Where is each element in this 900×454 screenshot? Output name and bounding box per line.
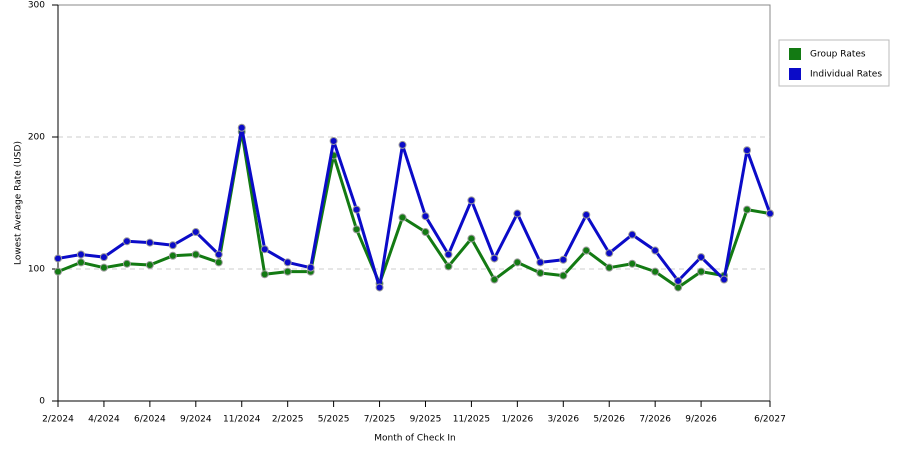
point xyxy=(444,262,453,271)
point xyxy=(306,263,315,272)
x-tick-label: 7/2025 xyxy=(364,415,396,425)
point xyxy=(513,209,522,218)
x-tick-label: 11/2024 xyxy=(223,415,261,425)
point xyxy=(628,259,637,268)
point xyxy=(651,267,660,276)
point xyxy=(122,237,131,246)
legend-label: Group Rates xyxy=(810,50,866,60)
point xyxy=(421,228,430,237)
point xyxy=(559,271,568,280)
point xyxy=(145,261,154,270)
y-axis-label: Lowest Average Rate (USD) xyxy=(14,141,24,265)
point xyxy=(605,249,614,258)
point xyxy=(99,263,108,272)
point xyxy=(398,140,407,149)
point xyxy=(467,196,476,205)
point xyxy=(329,136,338,145)
point xyxy=(398,213,407,222)
point xyxy=(651,246,660,255)
point xyxy=(582,246,591,255)
y-tick-label: 100 xyxy=(28,265,45,275)
point xyxy=(122,259,131,268)
point xyxy=(352,205,361,214)
point xyxy=(99,253,108,262)
plot-frame xyxy=(57,4,771,402)
y-tick-label: 200 xyxy=(28,133,45,143)
point xyxy=(260,245,269,254)
point xyxy=(375,283,384,292)
y-tick-label: 0 xyxy=(39,397,45,407)
point xyxy=(444,250,453,259)
legend-swatch xyxy=(789,68,801,80)
point xyxy=(283,258,292,267)
x-tick-label: 5/2026 xyxy=(593,415,625,425)
x-tick-label: 3/2026 xyxy=(547,415,579,425)
series-line xyxy=(57,126,772,289)
point xyxy=(559,255,568,264)
x-tick-label: 2/2024 xyxy=(42,415,74,425)
x-tick-label: 1/2026 xyxy=(502,415,534,425)
point xyxy=(605,263,614,272)
point xyxy=(766,209,774,218)
x-tick-label: 5/2025 xyxy=(318,415,350,425)
point xyxy=(54,254,62,263)
point xyxy=(214,250,223,259)
point xyxy=(536,268,545,277)
point xyxy=(674,276,683,285)
point xyxy=(743,146,752,155)
point xyxy=(490,275,499,284)
point xyxy=(513,258,522,267)
x-tick-label: 2/2025 xyxy=(272,415,304,425)
point xyxy=(352,225,361,234)
point xyxy=(191,228,200,237)
point xyxy=(536,258,545,267)
point xyxy=(283,267,292,276)
legend-label: Individual Rates xyxy=(810,70,882,80)
point xyxy=(214,258,223,267)
point xyxy=(54,267,62,276)
x-tick-label: 4/2024 xyxy=(88,415,120,425)
x-tick-label: 7/2026 xyxy=(639,415,671,425)
x-tick-label: 9/2026 xyxy=(685,415,717,425)
x-tick-label: 6/2027 xyxy=(754,415,786,425)
point xyxy=(168,241,177,250)
x-tick-label: 11/2025 xyxy=(453,415,490,425)
point xyxy=(674,283,683,292)
y-tick-label: 300 xyxy=(28,1,45,11)
x-axis-label: Month of Check In xyxy=(374,434,456,444)
series-line xyxy=(57,130,771,289)
point xyxy=(168,251,177,260)
point xyxy=(490,254,499,263)
point xyxy=(421,212,430,221)
point xyxy=(628,230,637,239)
point xyxy=(582,210,591,219)
x-tick-label: 9/2024 xyxy=(180,415,212,425)
point xyxy=(720,275,729,284)
point xyxy=(743,205,752,214)
point xyxy=(145,238,154,247)
point xyxy=(467,234,476,243)
point xyxy=(191,250,200,259)
x-tick-label: 6/2024 xyxy=(134,415,166,425)
point xyxy=(76,258,85,267)
point xyxy=(76,250,85,259)
point xyxy=(697,267,706,276)
x-tick-label: 9/2025 xyxy=(410,415,442,425)
legend-swatch xyxy=(789,48,801,60)
point xyxy=(237,123,246,132)
point xyxy=(697,253,706,262)
point xyxy=(260,270,269,279)
